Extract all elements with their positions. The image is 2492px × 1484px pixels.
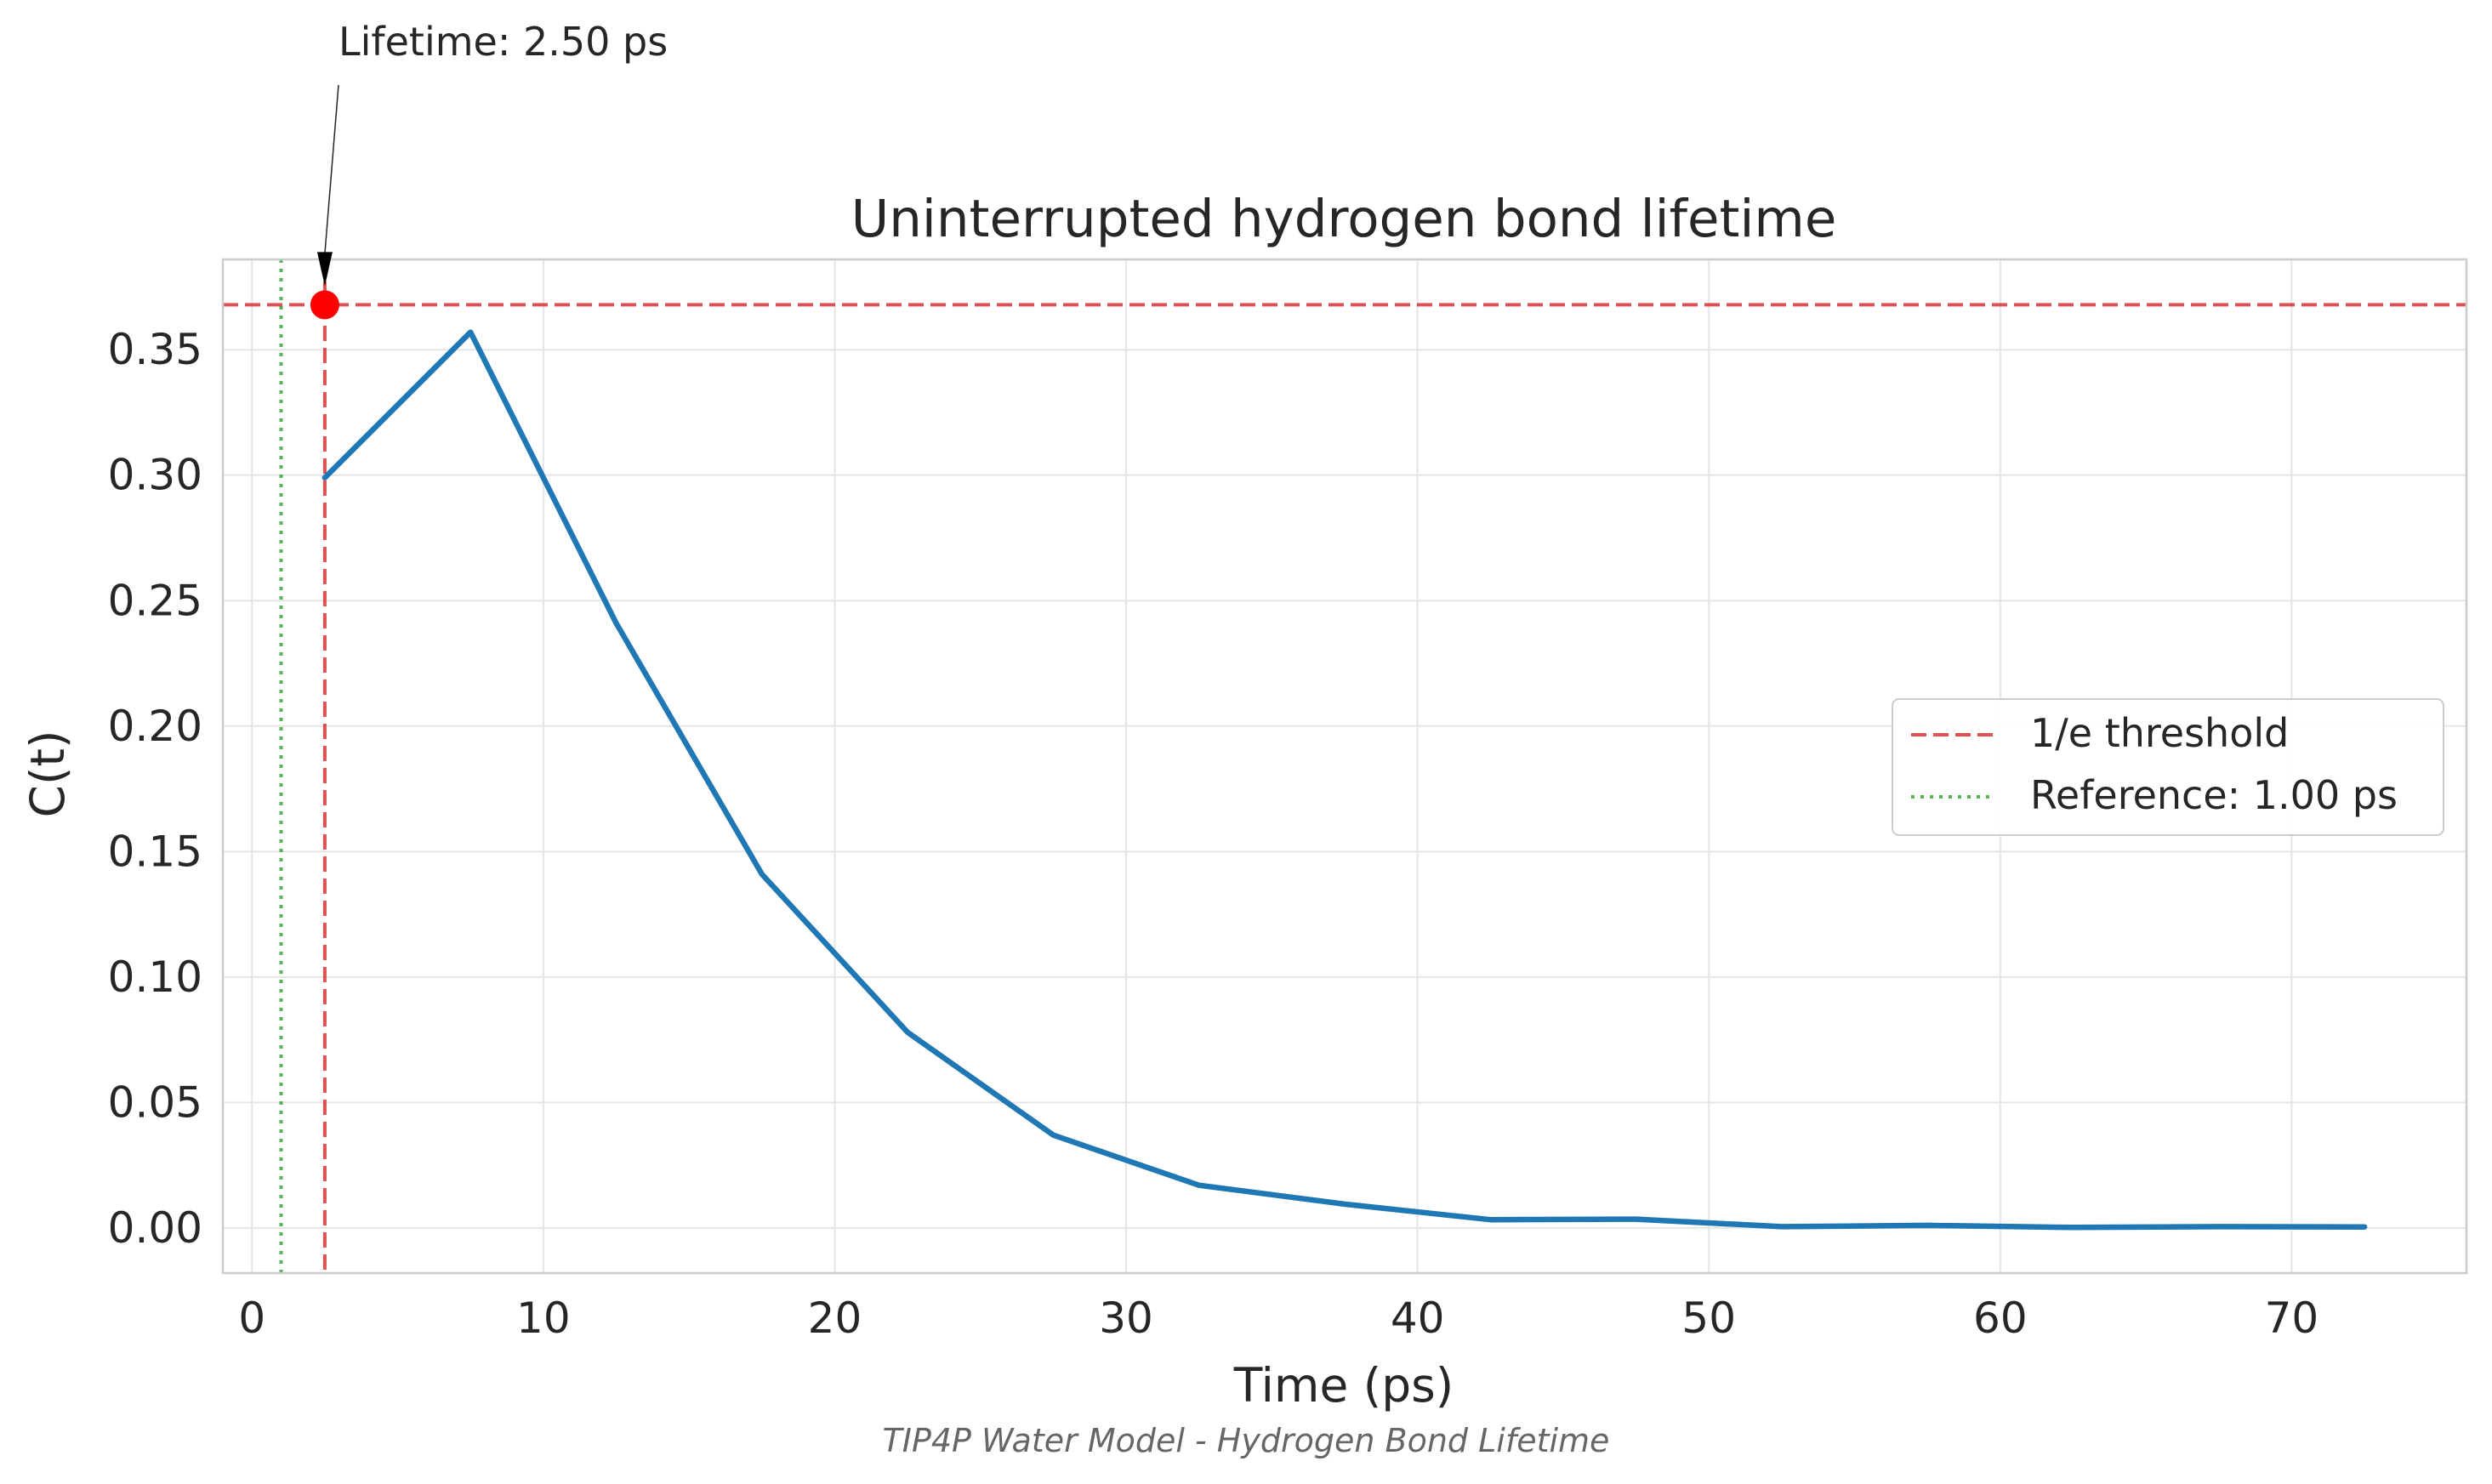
y-tick-label: 0.05 (108, 1077, 202, 1127)
chart-caption: TIP4P Water Model - Hydrogen Bond Lifeti… (883, 1422, 1610, 1459)
y-tick-label: 0.25 (108, 576, 202, 625)
grid (223, 259, 2466, 1273)
legend: 1/e threshold Reference: 1.00 ps (1892, 698, 2444, 836)
legend-box (1892, 698, 2444, 836)
legend-label-reference: Reference: 1.00 ps (2030, 772, 2398, 818)
x-tick-label: 50 (1681, 1294, 1736, 1343)
series-layer (321, 329, 2368, 1231)
annotation-arrowhead (316, 252, 333, 287)
y-tick-label: 0.00 (108, 1203, 202, 1253)
y-axis-label: C(t) (20, 731, 75, 818)
series-line (321, 329, 2368, 1231)
x-axis-ticks: 0 10 20 30 40 50 60 70 (238, 1294, 2318, 1343)
y-tick-label: 0.35 (108, 325, 202, 374)
x-tick-label: 60 (1973, 1294, 2028, 1343)
y-tick-label: 0.30 (108, 451, 202, 500)
x-tick-label: 10 (516, 1294, 571, 1343)
y-tick-label: 0.20 (108, 702, 202, 751)
chart-title: Uninterrupted hydrogen bond lifetime (851, 189, 1837, 249)
x-axis-label: Time (ps) (1233, 1358, 1454, 1413)
annotation-layer: Lifetime: 2.50 ps (310, 19, 668, 320)
y-tick-label: 0.15 (108, 827, 202, 876)
reference-lines (223, 259, 2466, 1273)
y-tick-label: 0.10 (108, 952, 202, 1002)
annotation-text: Lifetime: 2.50 ps (339, 19, 668, 65)
y-axis-ticks: 0.00 0.05 0.10 0.15 0.20 0.25 0.30 0.35 (108, 325, 202, 1253)
plot-frame (221, 258, 2468, 1275)
x-tick-label: 0 (238, 1294, 265, 1343)
annotation-arrow (324, 84, 339, 254)
x-tick-label: 40 (1391, 1294, 1445, 1343)
legend-label-threshold: 1/e threshold (2030, 710, 2289, 756)
lifetime-marker (310, 290, 339, 320)
x-tick-label: 70 (2265, 1294, 2319, 1343)
x-tick-label: 30 (1099, 1294, 1153, 1343)
x-tick-label: 20 (808, 1294, 862, 1343)
